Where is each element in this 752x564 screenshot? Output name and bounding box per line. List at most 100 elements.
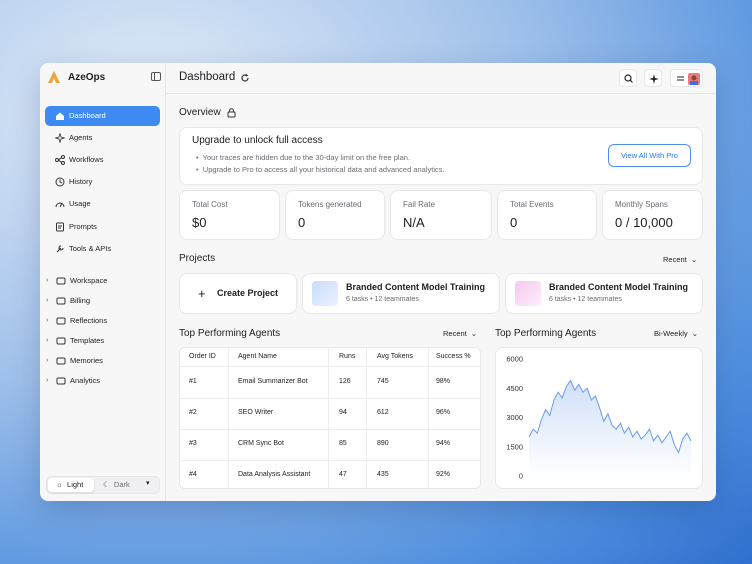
table-header: Agent Name: [238, 353, 277, 360]
row-divider: [180, 366, 480, 367]
nav-group[interactable]: Analytics: [70, 376, 101, 385]
agents-title: Top Performing Agents: [179, 328, 281, 339]
table-cell: 85: [339, 440, 347, 447]
banner-bullet: • Your traces are hidden due to the 30-d…: [196, 153, 411, 162]
nav-icon: [55, 133, 65, 143]
nav-icon: [55, 155, 65, 165]
group-arrow[interactable]: ›: [46, 297, 49, 304]
refresh-button[interactable]: [240, 73, 250, 83]
theme-light-option[interactable]: [48, 478, 94, 492]
line-chart: 0 1500 3000 4500 6000: [506, 355, 692, 481]
nav-icon: [55, 177, 65, 187]
sidebar: [40, 63, 166, 501]
search-button[interactable]: [619, 69, 637, 87]
banner-bullet: • Upgrade to Pro to access all your hist…: [196, 165, 445, 174]
chart-period[interactable]: Bi-Weekly ⌄: [654, 329, 699, 338]
projects-sort[interactable]: Recent ⌄: [663, 255, 698, 264]
y-tick-label: 0: [519, 472, 523, 481]
nav-group[interactable]: Workspace: [70, 276, 108, 285]
project-title: Branded Content Model Training: [549, 282, 688, 292]
nav-item[interactable]: Agents: [69, 133, 93, 142]
stat-value: 0: [510, 215, 518, 230]
ai-button[interactable]: [644, 69, 662, 87]
lock-icon: [227, 108, 236, 118]
table-cell: 435: [377, 471, 389, 478]
projects-title: Projects: [179, 253, 216, 264]
stat-label: Total Cost: [192, 200, 228, 209]
table-cell: 94%: [436, 440, 451, 447]
group-arrow[interactable]: ›: [46, 377, 49, 384]
nav-item[interactable]: Usage: [69, 199, 91, 208]
group-arrow[interactable]: ›: [46, 357, 49, 364]
sort-label: Recent: [443, 329, 467, 338]
nav-group[interactable]: Memories: [70, 356, 103, 365]
nav-group[interactable]: Billing: [70, 296, 91, 305]
nav-item[interactable]: Workflows: [69, 155, 104, 164]
collapse-button[interactable]: [151, 72, 161, 81]
stat-card: [179, 190, 280, 240]
group-icon: [56, 337, 66, 345]
agents-sort[interactable]: Recent ⌄: [443, 329, 478, 338]
table-cell: 890: [377, 440, 389, 447]
column-divider: [366, 348, 367, 488]
group-icon: [56, 377, 66, 385]
table-cell: Data Analysis Assistant: [238, 471, 311, 478]
table-header: Success %: [436, 353, 471, 360]
group-arrow[interactable]: ›: [46, 317, 49, 324]
project-thumb: [515, 281, 541, 306]
create-project-button[interactable]: [179, 273, 297, 314]
area: [529, 380, 691, 476]
stat-card: [602, 190, 703, 240]
column-divider: [228, 348, 229, 488]
stat-value: N/A: [403, 215, 425, 230]
stat-card: [285, 190, 385, 240]
sort-label: Recent: [663, 255, 687, 264]
nav-item[interactable]: History: [69, 177, 93, 186]
table-cell: 96%: [436, 409, 451, 416]
table-cell: 94: [339, 409, 347, 416]
group-arrow[interactable]: ›: [46, 277, 49, 284]
chart-title: Top Performing Agents: [495, 328, 597, 339]
row-divider: [180, 398, 480, 399]
group-icon: [56, 277, 66, 285]
stat-value: 0: [298, 215, 306, 230]
table-cell: SEO Writer: [238, 409, 274, 416]
stat-label: Tokens generated: [298, 200, 362, 209]
group-icon: [56, 297, 66, 305]
column-divider: [328, 348, 329, 488]
nav-group[interactable]: Templates: [70, 336, 105, 345]
bullet-text: Your traces are hidden due to the 30-day…: [202, 153, 411, 162]
stat-value: 0 / 10,000: [615, 215, 673, 230]
nav-group[interactable]: Reflections: [70, 316, 108, 325]
nav-item[interactable]: Dashboard: [69, 111, 106, 120]
nav-icon: [56, 112, 64, 120]
table-cell: 126: [339, 378, 351, 385]
table-cell: #1: [189, 378, 197, 385]
row-divider: [180, 460, 480, 461]
theme-dark[interactable]: ☾ Dark: [103, 480, 130, 489]
row-divider: [180, 429, 480, 430]
table-header: Avg Tokens: [377, 353, 413, 360]
group-arrow[interactable]: ›: [46, 337, 49, 344]
table-header: Runs: [339, 353, 356, 360]
stat-value: $0: [192, 215, 207, 230]
theme-label: Dark: [113, 480, 130, 489]
table-cell: #2: [189, 409, 197, 416]
table-cell: #3: [189, 440, 197, 447]
nav-item[interactable]: Tools & APIs: [69, 244, 112, 253]
stat-label: Total Events: [510, 200, 554, 209]
y-tick-label: 6000: [506, 355, 523, 364]
y-tick-label: 1500: [506, 442, 523, 451]
upgrade-button[interactable]: View All With Pro: [608, 144, 691, 167]
column-divider: [428, 348, 429, 488]
table-cell: 92%: [436, 471, 451, 478]
table-cell: 47: [339, 471, 347, 478]
profile-menu[interactable]: [670, 69, 703, 87]
nav-icon: [56, 245, 64, 253]
group-icon: [56, 357, 66, 365]
theme-dropdown[interactable]: ▾: [146, 480, 150, 487]
nav-item-active[interactable]: [45, 106, 160, 126]
nav-item[interactable]: Prompts: [69, 222, 97, 231]
header-divider: [166, 93, 716, 94]
stat-card: [390, 190, 492, 240]
